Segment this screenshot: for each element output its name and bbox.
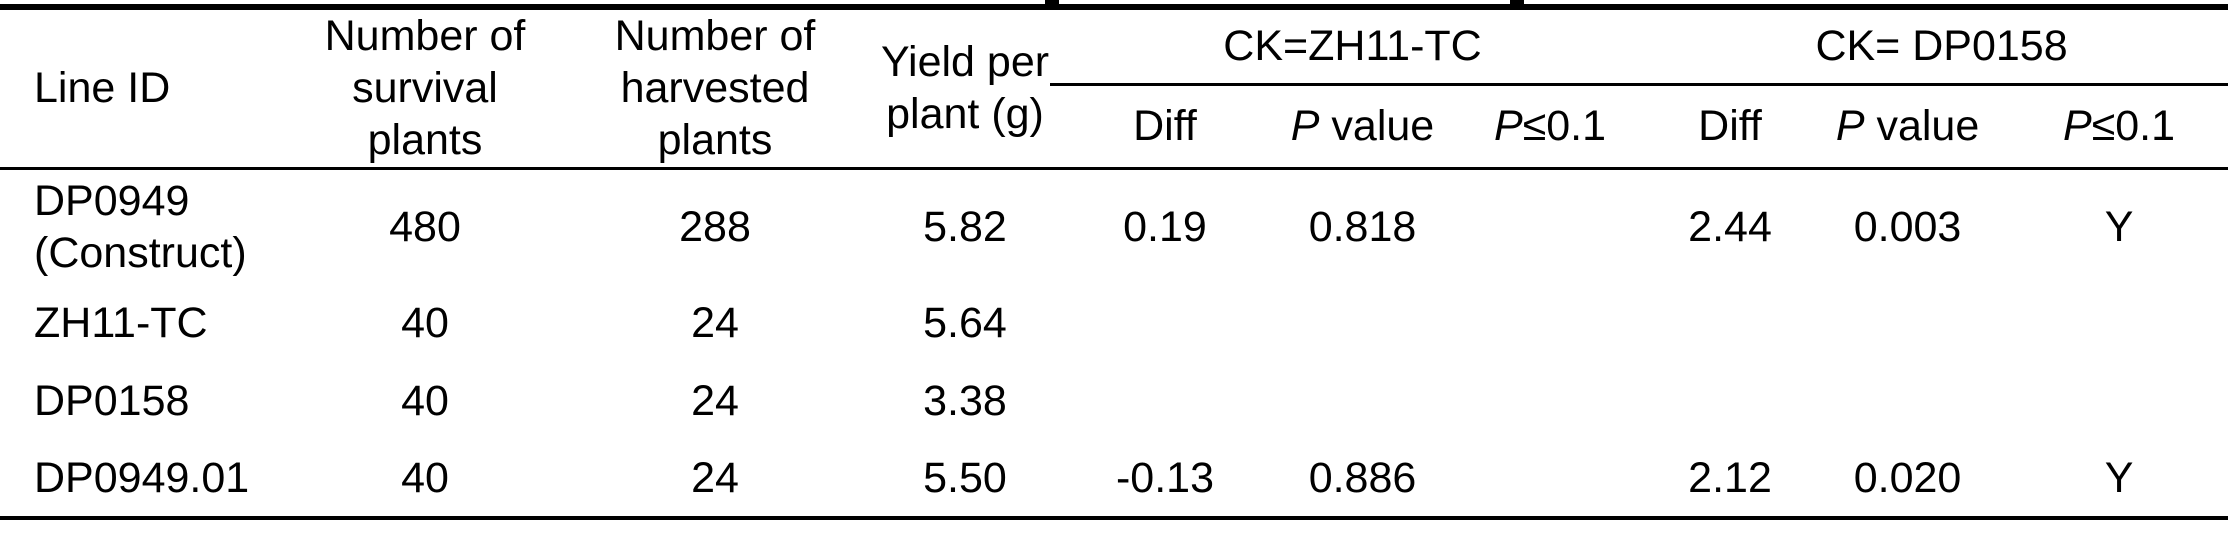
cell-psig-dp0158: Y (2010, 440, 2228, 520)
cell-pvalue-zh11: 0.818 (1308, 202, 1417, 251)
cell-survival: 40 (401, 299, 449, 347)
cell-yield: 3.38 (923, 377, 1007, 425)
cell-harvested: 288 (679, 202, 751, 251)
cell-diff-dp0158: 2.12 (1655, 440, 1806, 520)
header-survival-plants: Number of survival plants (300, 7, 550, 170)
cell-line-id: DP0158 (34, 377, 190, 425)
scan-artifact (1510, 0, 1524, 4)
header-group-ck-zh11-tc: CK=ZH11-TC (1050, 7, 1656, 86)
cell-yield: 5.82 (923, 202, 1007, 251)
cell-psig-dp0158: Y (2104, 202, 2134, 251)
cell-harvested: 24 (691, 377, 739, 425)
header-line-id: Line ID (0, 7, 300, 170)
cell-pvalue-zh11 (1280, 284, 1445, 362)
header-psig-zh11: P≤0.1 (1445, 84, 1656, 170)
cell-diff-dp0158: 2.44 (1688, 202, 1772, 251)
cell-diff-dp0158 (1655, 362, 1805, 440)
cell-survival: 480 (389, 202, 461, 251)
header-sub-row: Diff P value P≤0.1 Diff P value P≤0.1 (0, 84, 2228, 170)
cell-diff-zh11: 0.19 (1123, 202, 1207, 251)
table-row: DP0949.01 40 24 5.50 -0.13 0.886 2.12 0.… (0, 440, 2228, 520)
cell-line-id: ZH11-TC (34, 299, 208, 347)
header-pvalue-zh11: P value (1280, 84, 1445, 170)
table-row: ZH11-TC 40 24 5.64 (0, 284, 2228, 362)
cell-diff-zh11: -0.13 (1050, 440, 1280, 520)
cell-psig-zh11 (1445, 440, 1656, 520)
table-row: DP0949 (Construct) 480 288 5.82 0.19 0.8… (0, 168, 2228, 284)
cell-pvalue-zh11 (1280, 362, 1445, 440)
cell-line-id: DP0949.01 (0, 440, 300, 520)
cell-diff-zh11 (1050, 362, 1280, 440)
header-yield-per-plant: Yield per plant (g) (880, 7, 1050, 170)
header-group-ck-dp0158: CK= DP0158 (1655, 7, 2228, 86)
scan-artifact (1045, 0, 1059, 4)
header-harvested-plants: Number of harvested plants (550, 7, 880, 170)
cell-psig-zh11 (1445, 284, 1655, 362)
header-diff-dp0158: Diff (1655, 84, 1806, 170)
table-body: DP0949 (Construct) 480 288 5.82 0.19 0.8… (0, 168, 2228, 520)
cell-pvalue-zh11: 0.886 (1280, 440, 1445, 520)
cell-pvalue-dp0158: 0.003 (1853, 202, 1962, 251)
cell-survival: 40 (300, 440, 550, 520)
cell-psig-zh11 (1445, 362, 1655, 440)
cell-yield: 5.64 (923, 299, 1007, 347)
cell-psig-dp0158 (2010, 284, 2228, 362)
header-diff-zh11: Diff (1050, 84, 1280, 170)
cell-psig-zh11 (1445, 168, 1655, 284)
cell-yield: 5.50 (880, 440, 1050, 520)
yield-per-plant-table: Line ID Number of survival plants Number… (0, 4, 2228, 520)
cell-harvested: 24 (691, 299, 739, 347)
header-psig-dp0158: P≤0.1 (2010, 84, 2228, 170)
cell-pvalue-dp0158 (1805, 362, 2010, 440)
header-group-row: Line ID Number of survival plants Number… (0, 7, 2228, 170)
cell-diff-zh11 (1050, 284, 1280, 362)
cell-diff-dp0158 (1655, 284, 1805, 362)
cell-survival: 40 (401, 377, 449, 425)
cell-psig-dp0158 (2010, 362, 2228, 440)
cell-pvalue-dp0158 (1805, 284, 2010, 362)
cell-harvested: 24 (550, 440, 880, 520)
cell-pvalue-dp0158: 0.020 (1805, 440, 2011, 520)
table-row: DP0158 40 24 3.38 (0, 362, 2228, 440)
table-header: Line ID Number of survival plants Number… (0, 7, 2228, 170)
header-pvalue-dp0158: P value (1805, 84, 2011, 170)
cell-line-id: DP0949 (Construct) (34, 176, 247, 277)
